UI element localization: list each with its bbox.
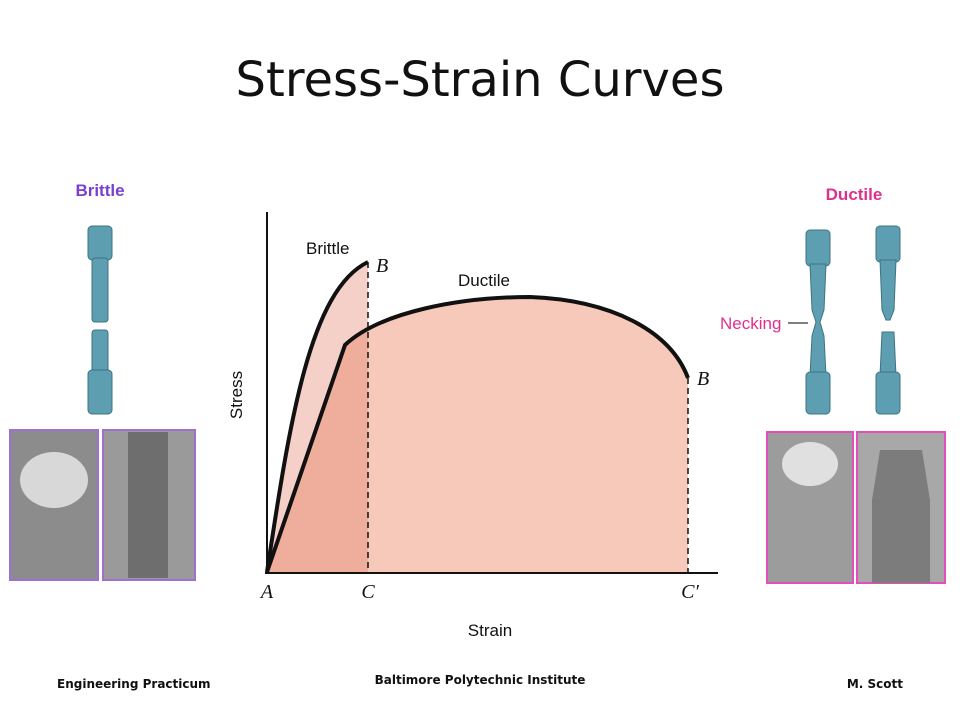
footer-center: Baltimore Polytechnic Institute (375, 673, 586, 687)
ductile-end-point: B (697, 368, 709, 390)
strain-point-label: C (361, 581, 375, 603)
brittle-curve-label: Brittle (306, 239, 349, 258)
ductile-specimens (805, 225, 901, 415)
footer-left: Engineering Practicum (57, 677, 211, 691)
ductile-fracture-photo (766, 431, 854, 584)
strain-point-label: C′ (681, 581, 699, 603)
y-axis-title: Stress (227, 371, 246, 419)
x-axis-title: Strain (468, 621, 512, 640)
shaft (128, 432, 168, 578)
necked-shaft (872, 450, 930, 583)
ductile-label: Ductile (826, 185, 883, 204)
footer-right: M. Scott (847, 677, 903, 691)
slide-title: Stress-Strain Curves (236, 52, 725, 108)
brittle-label: Brittle (75, 181, 124, 200)
ductile-area (267, 297, 688, 572)
necking-label: Necking (720, 314, 781, 333)
ductile-curve-label: Ductile (458, 271, 510, 290)
cup-surface (782, 442, 838, 486)
origin-label: A (259, 581, 274, 603)
fracture-surface (20, 452, 88, 508)
brittle-end-point: B (376, 255, 388, 277)
brittle-specimen (87, 225, 113, 415)
ductile-curve (265, 294, 690, 573)
brittle-curve (265, 260, 369, 573)
